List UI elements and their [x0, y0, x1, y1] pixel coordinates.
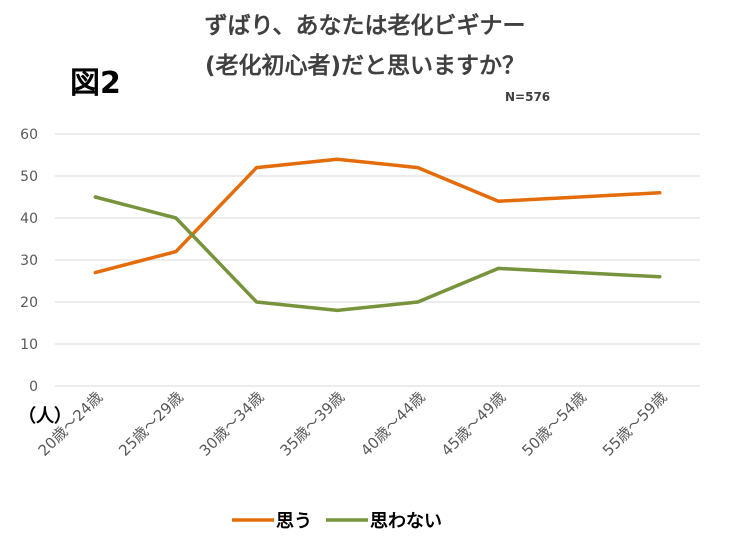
x-tick-label: 25歳～29歳 [115, 388, 187, 460]
data-point [658, 191, 662, 195]
data-point [255, 300, 259, 304]
y-tick-label: 10 [20, 337, 38, 353]
data-point [174, 216, 178, 220]
data-point [416, 300, 420, 304]
data-point [416, 166, 420, 170]
y-tick-label: 20 [20, 295, 38, 311]
figure-label: 図2 [70, 66, 121, 101]
data-point [255, 166, 259, 170]
x-tick-label: 55歳～59歳 [599, 388, 671, 460]
y-tick-label: 30 [20, 253, 38, 269]
y-tick-label: 60 [20, 127, 38, 143]
data-point [174, 250, 178, 254]
legend-label: 思う [276, 511, 312, 532]
x-tick-label: 40歳～44歳 [357, 388, 429, 460]
legend-label: 思わない [370, 511, 442, 532]
y-tick-label: 40 [20, 211, 38, 227]
y-tick-label: 50 [20, 169, 38, 185]
data-point [496, 266, 500, 270]
x-tick-label: 30歳～34歳 [196, 388, 268, 460]
data-point [335, 308, 339, 312]
chart-title-line-1: ずばり、あなたは老化ビギナー [204, 13, 526, 39]
data-point [335, 157, 339, 161]
data-point [496, 199, 500, 203]
series-line-1 [93, 195, 662, 313]
data-point [93, 195, 97, 199]
y-tick-label: 0 [29, 379, 38, 395]
chart-title-line-2: (老化初心者)だと思いますか？ [204, 53, 526, 79]
data-point [658, 275, 662, 279]
x-tick-label: 35歳～39歳 [276, 388, 348, 460]
x-tick-label: 45歳～49歳 [438, 388, 510, 460]
sample-size-note: N=576 [505, 90, 551, 104]
data-point [93, 271, 97, 275]
y-axis-label: （人） [18, 406, 72, 427]
x-tick-label: 50歳～54歳 [518, 388, 590, 460]
